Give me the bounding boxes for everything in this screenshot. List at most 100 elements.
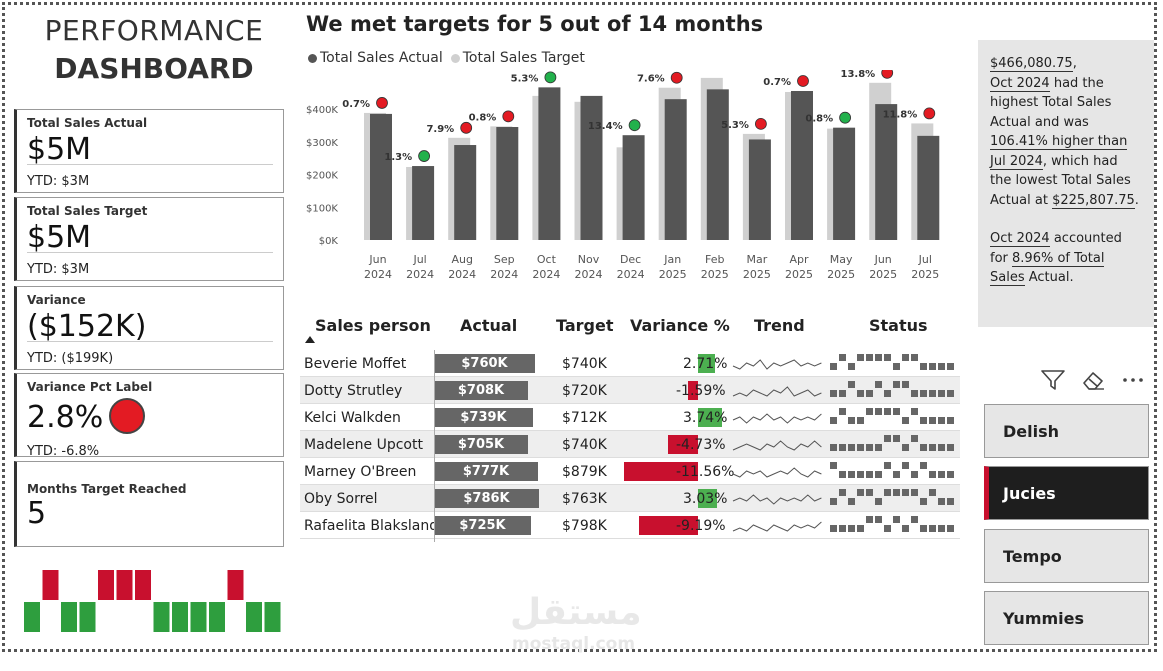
table-row[interactable]: Madelene Upcott $705K $740K -4.73% xyxy=(300,431,960,458)
table-row[interactable]: Kelci Walkden $739K $712K 3.74% xyxy=(300,404,960,431)
actual-bar[interactable] xyxy=(412,166,435,240)
column-header-target[interactable]: Target xyxy=(556,316,614,335)
legend-dot-icon xyxy=(450,53,460,63)
actual-bar[interactable] xyxy=(706,89,729,240)
slicer-item-jucies[interactable]: Jucies xyxy=(984,466,1149,520)
kpi-card-variance[interactable]: Variance ($152K) YTD: ($199K) xyxy=(14,286,284,370)
watermark-url: mostaql.com xyxy=(512,634,636,654)
variance-data-label: 0.8% xyxy=(469,112,497,123)
column-header-actual[interactable]: Actual xyxy=(460,316,518,335)
target-value: $712K xyxy=(562,410,607,426)
column-header-trend[interactable]: Trend xyxy=(754,316,805,335)
dashboard-title-line2: DASHBOARD xyxy=(54,52,254,85)
narrative-text: , which had the lowest Total Sales Actua… xyxy=(990,153,1131,208)
actual-bar[interactable] xyxy=(622,135,645,240)
status-square xyxy=(830,363,837,370)
row-divider xyxy=(300,484,960,485)
dashboard-title-line1: PERFORMANCE xyxy=(44,14,264,47)
kpi-card-total-sales-target[interactable]: Total Sales Target $5M YTD: $3M xyxy=(14,197,284,281)
table-row[interactable]: Oby Sorrel $786K $763K 3.03% xyxy=(300,485,960,512)
status-heatmap xyxy=(830,354,954,370)
status-square xyxy=(830,417,837,424)
actual-data-bar: $705K xyxy=(434,435,528,454)
narrative-month: Oct 2024 xyxy=(990,75,1050,92)
table-row[interactable]: Marney O'Breen $777K $879K -11.56% xyxy=(300,458,960,485)
x-tick-label-month: Jul xyxy=(918,253,932,266)
x-tick-label-year: 2025 xyxy=(785,268,813,281)
status-square xyxy=(947,417,954,424)
actual-bar[interactable] xyxy=(538,87,561,240)
status-square xyxy=(875,498,882,505)
column-divider xyxy=(434,350,435,542)
kpi-label: Months Target Reached xyxy=(27,482,187,496)
actual-bar[interactable] xyxy=(496,127,519,240)
status-square xyxy=(902,525,909,532)
more-options-icon[interactable] xyxy=(1120,368,1146,392)
actual-data-bar: $708K xyxy=(434,381,528,400)
month-status-bar xyxy=(172,602,188,632)
status-square xyxy=(938,363,945,370)
status-square xyxy=(848,471,855,478)
slicer-item-delish[interactable]: Delish xyxy=(984,404,1149,458)
actual-bar[interactable] xyxy=(370,113,392,240)
trend-sparkline xyxy=(732,521,822,532)
actual-bar[interactable] xyxy=(454,145,477,240)
variance-data-bar xyxy=(698,489,718,508)
x-tick-label-year: 2024 xyxy=(617,268,645,281)
variance-data-label: 0.8% xyxy=(805,114,833,125)
kpi-card-total-sales-actual[interactable]: Total Sales Actual $5M YTD: $3M xyxy=(14,109,284,193)
status-square xyxy=(938,417,945,424)
variance-status-dot xyxy=(839,111,851,124)
trend-sparkline xyxy=(732,440,822,451)
eraser-icon[interactable] xyxy=(1080,368,1106,392)
target-value: $740K xyxy=(562,356,607,372)
kpi-card-months-reached[interactable]: Months Target Reached 5 xyxy=(14,461,284,547)
sort-ascending-icon[interactable] xyxy=(305,336,315,343)
legend-item-actual[interactable]: Total Sales Actual xyxy=(308,50,443,66)
column-header-status[interactable]: Status xyxy=(869,316,928,335)
variance-status-dot xyxy=(881,70,894,79)
status-square xyxy=(929,363,936,370)
table-row[interactable]: Dotty Strutley $708K $720K -1.59% xyxy=(300,377,960,404)
status-square xyxy=(893,363,900,370)
table-row[interactable]: Beverie Moffet $760K $740K 2.71% xyxy=(300,350,960,377)
variance-status-dot xyxy=(460,121,473,134)
status-square xyxy=(839,408,846,415)
variance-data-label: 11.8% xyxy=(883,109,918,120)
x-tick-label-year: 2024 xyxy=(406,268,434,281)
variance-data-label: 7.6% xyxy=(637,74,665,85)
trend-sparkline xyxy=(732,494,822,505)
actual-bar[interactable] xyxy=(748,139,771,240)
status-heatmap xyxy=(830,516,954,532)
status-square xyxy=(920,363,927,370)
legend-item-target[interactable]: Total Sales Target xyxy=(450,50,585,66)
status-square xyxy=(911,390,918,397)
actual-bar[interactable] xyxy=(664,99,687,240)
actual-bar[interactable] xyxy=(791,90,813,240)
slicer-item-tempo[interactable]: Tempo xyxy=(984,529,1149,583)
actual-bar[interactable] xyxy=(875,104,898,241)
kpi-card-variance-pct[interactable]: Variance Pct Label 2.8% YTD: -6.8% xyxy=(14,373,284,459)
column-header-sales-person[interactable]: Sales person xyxy=(315,316,431,335)
slicer-item-yummies[interactable]: Yummies xyxy=(984,591,1149,645)
narrative-month: Oct 2024 xyxy=(990,231,1050,247)
status-square xyxy=(938,498,945,505)
status-square xyxy=(848,525,855,532)
x-tick-label-year: 2024 xyxy=(532,268,560,281)
x-tick-label-year: 2025 xyxy=(869,268,897,281)
column-header-variance[interactable]: Variance % xyxy=(630,316,730,335)
actual-bar[interactable] xyxy=(580,95,603,241)
variance-value: -9.19% xyxy=(676,518,726,534)
x-tick-label-month: Nov xyxy=(578,253,600,266)
actual-bar[interactable] xyxy=(917,135,940,240)
filter-icon[interactable] xyxy=(1040,368,1066,392)
row-divider xyxy=(300,403,960,404)
variance-value: 3.03% xyxy=(683,491,728,507)
variance-value: -11.56% xyxy=(676,464,735,480)
month-status-bar xyxy=(264,602,281,632)
status-square xyxy=(875,381,882,388)
kpi-label: Total Sales Target xyxy=(27,204,148,218)
actual-bar[interactable] xyxy=(833,127,856,240)
kpi-label: Total Sales Actual xyxy=(27,116,148,130)
table-row[interactable]: Rafaelita Blaksland $725K $798K -9.19% xyxy=(300,512,960,539)
